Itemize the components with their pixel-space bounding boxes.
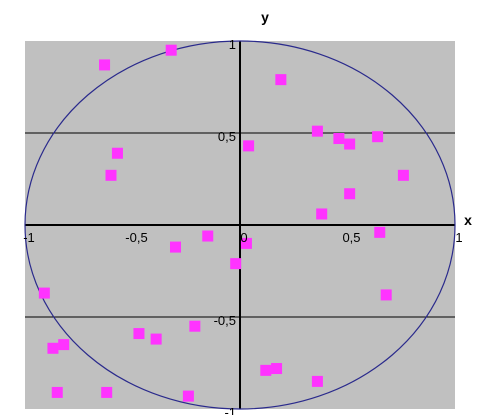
x-tick-label-2: 0 — [240, 230, 247, 245]
x-axis-title: x — [464, 212, 472, 228]
x-tick-label-4: 1 — [455, 230, 462, 245]
axes — [25, 41, 455, 409]
scatter-point-13 — [374, 226, 386, 238]
scatter-point-23 — [58, 339, 70, 351]
scatter-point-7 — [333, 133, 345, 145]
scatter-point-26 — [260, 364, 272, 376]
scatter-point-21 — [133, 328, 145, 340]
scatter-point-29 — [101, 386, 113, 398]
unit-circle — [24, 40, 456, 410]
scatter-point-6 — [311, 125, 323, 137]
scatter-point-16 — [240, 237, 252, 249]
x-tick-label-3: 0,5 — [342, 230, 360, 245]
scatter-point-15 — [170, 241, 181, 253]
tick-labels: -1 -0,5 0 0,5 1 1 0,5 -0,5 -1 — [23, 37, 462, 415]
scatter-point-3 — [111, 147, 123, 159]
scatter-point-25 — [271, 363, 283, 375]
scatter-point-30 — [182, 390, 194, 402]
scatter-point-19 — [380, 289, 392, 301]
scatter-point-8 — [344, 138, 356, 150]
scatter-points — [38, 44, 409, 402]
scatter-point-11 — [344, 188, 356, 200]
scatter-point-17 — [230, 258, 242, 270]
scatter-point-1 — [165, 44, 177, 56]
scatter-point-0 — [99, 59, 111, 71]
scatter-point-2 — [275, 74, 287, 86]
scatter-point-12 — [316, 208, 328, 220]
y-tick-label-0: 1 — [229, 37, 236, 52]
scatter-point-27 — [311, 375, 323, 387]
y-axis-title: y — [261, 9, 269, 25]
y-tick-label-3: -0,5 — [214, 313, 236, 328]
scatter-point-10 — [397, 169, 409, 181]
scatter-point-5 — [243, 140, 255, 152]
scatter-point-14 — [202, 230, 214, 242]
scatter-point-18 — [38, 287, 50, 299]
y-tick-label-1: 0,5 — [218, 129, 236, 144]
scatter-point-20 — [189, 320, 201, 332]
scatter-point-9 — [372, 131, 384, 143]
scatter-point-4 — [105, 169, 117, 181]
y-tick-label-4: -1 — [224, 405, 236, 415]
x-tick-label-0: -1 — [23, 230, 35, 245]
x-tick-label-1: -0,5 — [125, 230, 147, 245]
scatter-point-24 — [47, 342, 59, 354]
scatter-point-28 — [51, 386, 63, 398]
scatter-point-22 — [150, 333, 162, 345]
